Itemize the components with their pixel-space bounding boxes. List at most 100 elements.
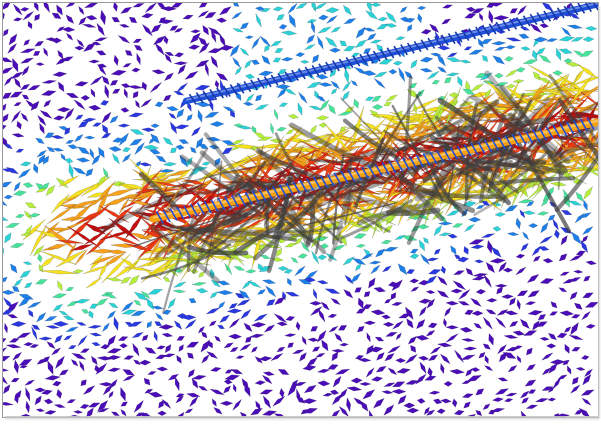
tensor-glyph (545, 38, 559, 42)
tensor-glyph (92, 122, 102, 127)
tensor-glyph (573, 302, 583, 310)
tensor-glyph (122, 374, 135, 382)
streamline (383, 129, 434, 155)
tensor-glyph (554, 229, 560, 239)
tensor-glyph (207, 48, 223, 54)
tensor-glyph (300, 240, 311, 253)
tensor-glyph (377, 16, 389, 22)
tensor-glyph (65, 140, 75, 144)
tensor-glyph (527, 64, 560, 83)
tensor-glyph (96, 174, 108, 186)
tensor-glyph (70, 359, 79, 367)
tensor-glyph (390, 292, 397, 301)
tensor-glyph (568, 335, 584, 340)
tensor-glyph (77, 146, 91, 155)
tensor-glyph (162, 136, 174, 146)
tube-rib (366, 52, 374, 64)
tensor-glyph (243, 322, 253, 333)
tensor-glyph (479, 72, 494, 81)
tensor-glyph (447, 233, 458, 239)
tensor-glyph (481, 233, 495, 238)
tube-rib (311, 64, 320, 77)
tensor-glyph (558, 48, 573, 54)
tensor-glyph (344, 66, 350, 84)
tensor-glyph (149, 82, 162, 93)
tensor-glyph (82, 385, 96, 396)
tensor-glyph (169, 121, 178, 135)
tensor-glyph (211, 398, 217, 407)
tensor-glyph (378, 58, 394, 65)
tensor-glyph (240, 308, 252, 320)
tensor-glyph (303, 43, 317, 51)
tensor-glyph (518, 33, 530, 39)
tensor-glyph (36, 312, 47, 323)
tube-rib (318, 63, 327, 75)
tensor-glyph (98, 261, 109, 280)
tensor-glyph (22, 219, 46, 241)
tensor-glyph (214, 335, 221, 343)
tensor-glyph (90, 355, 98, 366)
tensor-glyph (159, 6, 178, 12)
tensor-glyph (163, 72, 175, 82)
streamline (253, 175, 327, 255)
tensor-glyph (457, 301, 471, 306)
tensor-glyph (437, 275, 448, 286)
tensor-glyph (9, 91, 24, 98)
tensor-glyph (574, 409, 584, 415)
tensor-glyph (117, 34, 131, 44)
tensor-glyph (164, 52, 175, 56)
streamline (263, 183, 271, 228)
tensor-glyph (31, 324, 41, 331)
tensor-glyph (549, 359, 566, 365)
tensor-glyph (255, 13, 262, 28)
tensor-glyph (133, 399, 145, 414)
tensor-glyph (537, 246, 550, 252)
tensor-glyph (570, 36, 585, 42)
tensor-glyph (3, 181, 13, 188)
tensor-glyph (233, 3, 240, 7)
tensor-glyph (76, 38, 85, 48)
tensor-glyph (370, 376, 384, 382)
tensor-glyph (217, 301, 226, 310)
tensor-glyph (532, 255, 541, 262)
tensor-glyph (97, 63, 107, 76)
tensor-glyph (66, 399, 77, 404)
tensor-glyph (353, 98, 359, 109)
tensor-glyph (541, 386, 554, 391)
tensor-glyph (277, 265, 289, 271)
tensor-glyph (441, 4, 454, 9)
tensor-glyph (459, 326, 473, 333)
tensor-glyph (120, 408, 127, 417)
tensor-glyph (528, 389, 537, 394)
tensor-glyph (450, 288, 464, 294)
tensor-glyph (157, 410, 167, 416)
tensor-glyph (87, 192, 107, 198)
tube-rib (463, 144, 472, 157)
tensor-glyph (538, 54, 552, 64)
tensor-glyph (498, 261, 508, 273)
tensor-glyph (121, 309, 138, 315)
tube-rib (477, 141, 486, 154)
tensor-glyph (221, 147, 234, 155)
tube-rib (415, 154, 424, 168)
tensor-glyph (397, 394, 407, 405)
tensor-glyph (363, 320, 377, 326)
tensor-field-visualization (3, 3, 598, 417)
tensor-glyph (571, 231, 582, 245)
tensor-glyph (445, 300, 460, 306)
tensor-glyph (37, 253, 43, 263)
tensor-glyph (162, 161, 178, 167)
tensor-glyph (232, 28, 244, 33)
streamline (497, 149, 550, 192)
tensor-glyph (451, 223, 464, 228)
tensor-glyph (395, 357, 407, 364)
tensor-glyph (442, 317, 447, 328)
tensor-glyph (316, 329, 327, 343)
tensor-glyph (3, 28, 9, 37)
tensor-glyph (295, 52, 306, 58)
tensor-glyph (509, 320, 519, 328)
tensor-glyph (446, 52, 459, 58)
tensor-glyph (201, 354, 210, 364)
tensor-glyph (180, 314, 197, 321)
tensor-glyph (117, 123, 131, 128)
